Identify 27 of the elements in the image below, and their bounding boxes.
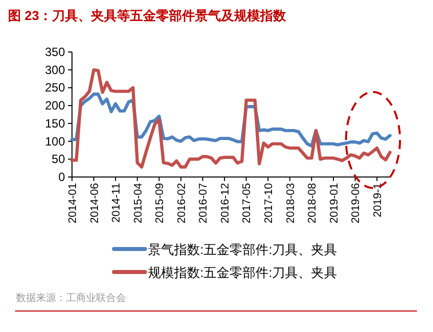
x-tick-label: 2019-1 xyxy=(372,183,384,218)
y-tick-label: 0 xyxy=(58,170,66,184)
x-tick-label: 2017-10 xyxy=(263,183,276,224)
x-tick-label: 2015-09 xyxy=(154,183,166,224)
x-tick-label: 2018-08 xyxy=(306,183,319,224)
x-tick-label: 2016-12 xyxy=(219,183,232,224)
x-tick-label: 2016-07 xyxy=(198,183,210,224)
source-note: 数据来源：工商业联合会 xyxy=(16,292,126,304)
x-tick-label: 2019-06 xyxy=(350,183,362,224)
y-tick-label: 350 xyxy=(44,45,66,59)
legend-label: 景气指数:五金零部件:刀具、夹具 xyxy=(148,242,338,257)
x-tick-label: 2019-01 xyxy=(328,183,340,224)
chart-title: 图 23：刀具、夹具等五金零部件景气及规模指数 xyxy=(8,8,288,23)
x-tick-label: 2014-06 xyxy=(88,183,101,224)
x-tick-label: 2018-03 xyxy=(284,183,297,224)
x-tick-label: 2014-11 xyxy=(110,183,123,223)
x-tick-label: 2014-01 xyxy=(67,183,79,224)
y-tick-label: 300 xyxy=(44,62,66,77)
legend-label: 规模指数:五金零部件:刀具、夹具 xyxy=(148,265,338,280)
x-tick-label: 2017-05 xyxy=(241,183,254,224)
y-tick-label: 250 xyxy=(44,80,66,95)
x-tick-label: 2016-02 xyxy=(176,183,188,224)
y-tick-label: 100 xyxy=(44,134,66,148)
y-tick-label: 200 xyxy=(44,98,66,113)
y-tick-label: 150 xyxy=(44,116,66,130)
y-tick-label: 50 xyxy=(52,152,66,166)
x-tick-label: 2015-04 xyxy=(132,183,144,224)
